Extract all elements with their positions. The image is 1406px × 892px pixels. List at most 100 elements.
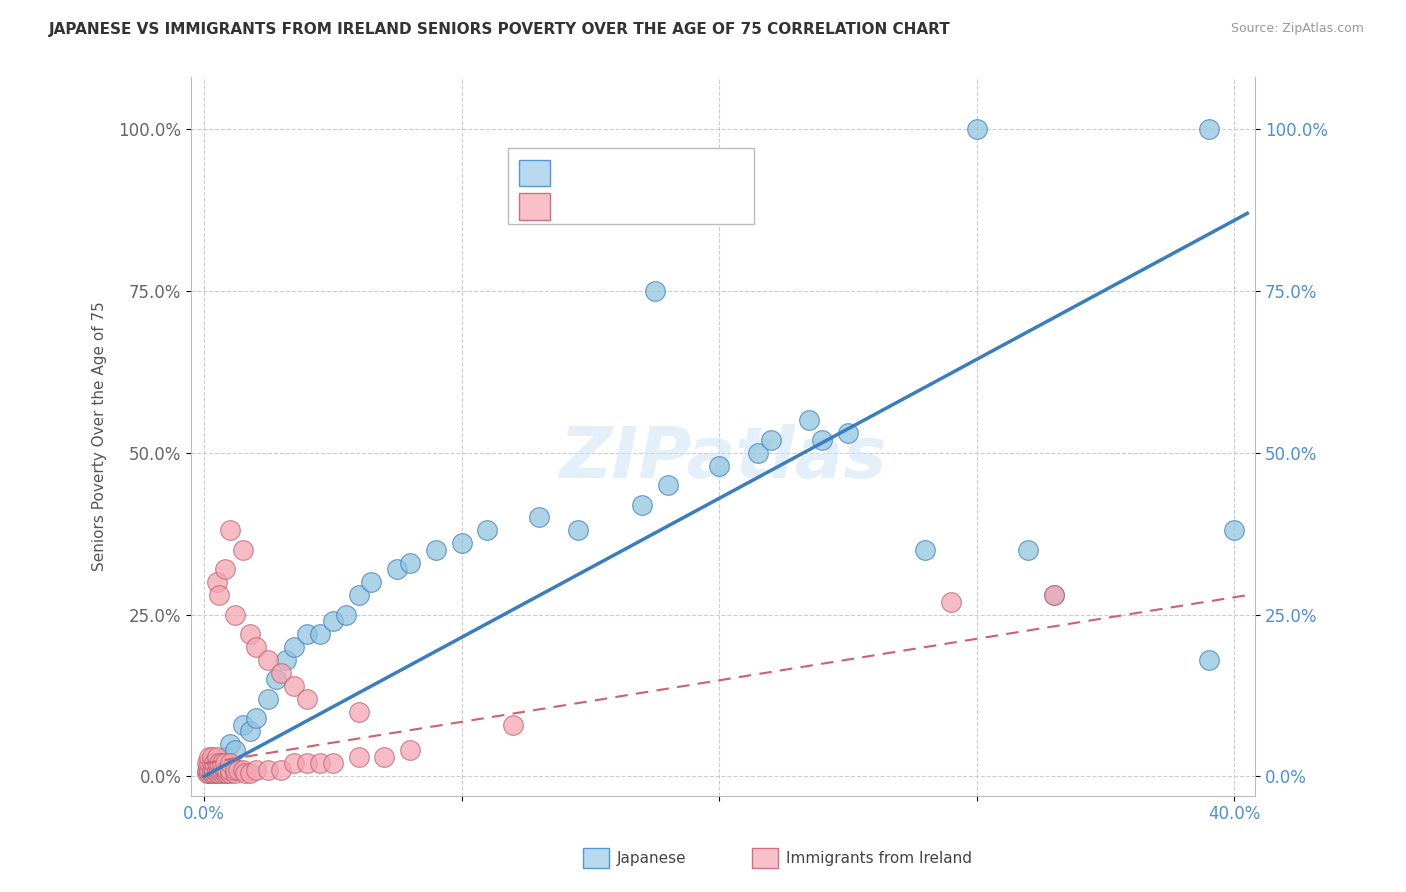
Point bbox=[211, 756, 233, 771]
Point bbox=[276, 653, 298, 667]
Point bbox=[1198, 653, 1220, 667]
Point bbox=[347, 705, 370, 719]
Text: R = 0.632   N = 44: R = 0.632 N = 44 bbox=[561, 164, 733, 182]
Point bbox=[217, 766, 239, 780]
Point bbox=[257, 763, 280, 777]
Y-axis label: Seniors Poverty Over the Age of 75: Seniors Poverty Over the Age of 75 bbox=[93, 301, 107, 572]
Point bbox=[232, 763, 254, 777]
Point bbox=[270, 763, 292, 777]
Point bbox=[218, 737, 240, 751]
Point bbox=[226, 763, 249, 777]
Point bbox=[644, 284, 666, 298]
Point bbox=[233, 766, 256, 780]
Point bbox=[245, 763, 267, 777]
Point bbox=[214, 750, 236, 764]
Point bbox=[205, 575, 228, 590]
Point bbox=[218, 766, 240, 780]
Text: ZIPatlas: ZIPatlas bbox=[560, 424, 887, 492]
Point bbox=[257, 653, 280, 667]
Point bbox=[208, 766, 231, 780]
Point bbox=[347, 750, 370, 764]
Point bbox=[567, 524, 589, 538]
Point bbox=[208, 763, 231, 777]
Point bbox=[218, 756, 240, 771]
Point bbox=[245, 640, 267, 654]
Point bbox=[208, 756, 231, 771]
Point bbox=[939, 594, 962, 608]
Point bbox=[309, 627, 332, 641]
Point bbox=[283, 756, 305, 771]
Point bbox=[198, 763, 221, 777]
Point bbox=[214, 766, 236, 780]
Point bbox=[195, 766, 218, 780]
Point bbox=[205, 756, 228, 771]
Text: Japanese: Japanese bbox=[617, 851, 688, 865]
Point bbox=[425, 542, 447, 557]
Point bbox=[347, 588, 370, 602]
Point bbox=[270, 665, 292, 680]
Point bbox=[211, 763, 233, 777]
Text: R = 0.075   N = 63: R = 0.075 N = 63 bbox=[561, 198, 731, 216]
Point bbox=[239, 627, 262, 641]
Point bbox=[399, 743, 422, 757]
Point bbox=[450, 536, 472, 550]
Point bbox=[208, 763, 231, 777]
Point bbox=[198, 756, 221, 771]
Point bbox=[322, 614, 344, 628]
Point bbox=[198, 766, 221, 780]
Text: JAPANESE VS IMMIGRANTS FROM IRELAND SENIORS POVERTY OVER THE AGE OF 75 CORRELATI: JAPANESE VS IMMIGRANTS FROM IRELAND SENI… bbox=[49, 22, 950, 37]
Point bbox=[211, 766, 233, 780]
Point bbox=[631, 498, 654, 512]
Point bbox=[195, 763, 218, 777]
Point bbox=[309, 756, 332, 771]
Point bbox=[214, 763, 236, 777]
Text: Immigrants from Ireland: Immigrants from Ireland bbox=[786, 851, 972, 865]
Point bbox=[399, 556, 422, 570]
Point bbox=[198, 750, 221, 764]
Point bbox=[232, 717, 254, 731]
Point bbox=[201, 763, 224, 777]
Point bbox=[202, 763, 225, 777]
Point bbox=[201, 766, 224, 780]
Point bbox=[914, 542, 936, 557]
Point bbox=[335, 607, 357, 622]
Point bbox=[477, 524, 499, 538]
Point bbox=[811, 433, 834, 447]
Point bbox=[657, 478, 679, 492]
Point bbox=[201, 750, 224, 764]
Point bbox=[205, 756, 228, 771]
Point bbox=[202, 756, 225, 771]
Point bbox=[224, 607, 246, 622]
Point bbox=[205, 766, 228, 780]
Point bbox=[202, 766, 225, 780]
Point bbox=[239, 766, 262, 780]
Point bbox=[218, 524, 240, 538]
Point bbox=[245, 711, 267, 725]
Text: Source: ZipAtlas.com: Source: ZipAtlas.com bbox=[1230, 22, 1364, 36]
Point bbox=[264, 673, 287, 687]
Point bbox=[799, 413, 821, 427]
Point bbox=[527, 510, 550, 524]
Point bbox=[322, 756, 344, 771]
Point bbox=[502, 717, 524, 731]
Point bbox=[295, 691, 318, 706]
Point bbox=[201, 756, 224, 771]
Point bbox=[224, 743, 246, 757]
Point bbox=[214, 562, 236, 576]
Point bbox=[195, 756, 218, 771]
Point bbox=[208, 588, 231, 602]
Point bbox=[217, 763, 239, 777]
Point bbox=[837, 426, 859, 441]
Point bbox=[283, 640, 305, 654]
Point bbox=[224, 766, 246, 780]
Point bbox=[218, 763, 240, 777]
Point bbox=[1223, 524, 1246, 538]
Point bbox=[232, 542, 254, 557]
Point bbox=[387, 562, 409, 576]
Point bbox=[1198, 122, 1220, 136]
Point bbox=[709, 458, 731, 473]
Point bbox=[224, 763, 246, 777]
Point bbox=[360, 575, 382, 590]
Point bbox=[201, 763, 224, 777]
Point bbox=[1043, 588, 1066, 602]
